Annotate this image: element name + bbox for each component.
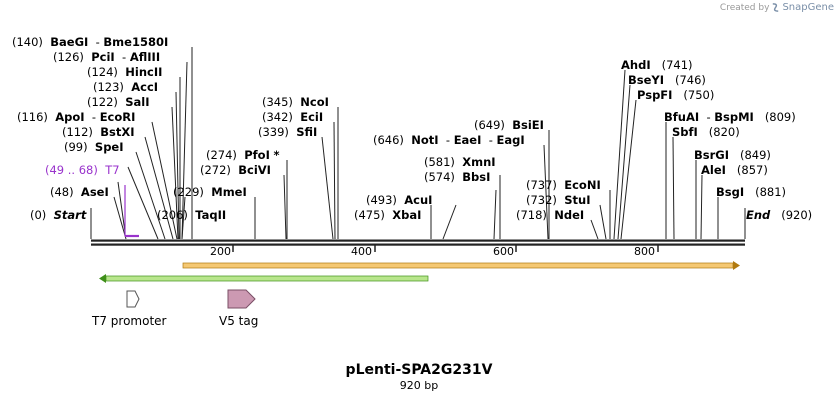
- enzyme-sbfi[interactable]: SbfI (820): [672, 125, 740, 139]
- ruler-label-200: 200: [210, 245, 231, 258]
- enzyme-ndei[interactable]: (718) NdeI: [516, 208, 585, 222]
- enzyme-apoi[interactable]: (116) ApoI - EcoRI: [17, 110, 136, 124]
- enzyme-bsgi[interactable]: BsgI (881): [716, 185, 787, 199]
- enzyme-asei[interactable]: (48) AseI: [50, 185, 109, 199]
- enzyme-sali[interactable]: (122) SalI: [87, 95, 150, 109]
- snapgene-credit: Created by SnapGene: [720, 2, 834, 13]
- dna-top-strand: [91, 239, 745, 242]
- enzyme-hincii[interactable]: (124) HincII: [87, 65, 163, 79]
- enzyme-mmei[interactable]: (229) MmeI: [173, 185, 247, 199]
- ruler-ticks: [232, 245, 659, 252]
- plasmid-length: 920 bp: [399, 379, 439, 392]
- enzyme-ecii[interactable]: (342) EciI: [262, 110, 324, 124]
- enzyme-acui[interactable]: (493) AcuI: [366, 193, 433, 207]
- enzyme-spei[interactable]: (99) SpeI: [64, 140, 124, 154]
- ruler-label-800: 800: [634, 245, 655, 258]
- enzyme-alei[interactable]: AleI (857): [701, 163, 768, 177]
- sequence-end: End (920): [746, 208, 813, 222]
- orf-reverse[interactable]: [99, 274, 429, 283]
- enzyme-ahdi[interactable]: AhdI (741): [621, 58, 693, 72]
- enzyme-pspfi[interactable]: PspFI (750): [637, 88, 715, 102]
- enzyme-ncoi[interactable]: (345) NcoI: [262, 95, 329, 109]
- dna-bottom-strand: [91, 243, 745, 246]
- enzyme-stui[interactable]: (732) StuI: [526, 193, 591, 207]
- credit-text: Created by: [719, 2, 770, 13]
- enzyme-pfoi[interactable]: (274) PfoI *: [206, 148, 280, 162]
- feature-v5-tag-label[interactable]: V5 tag: [219, 314, 259, 328]
- credit-brand: SnapGene: [782, 2, 834, 13]
- feature-t7-promoter-arrow[interactable]: [126, 290, 140, 308]
- feature-t7-promoter-label[interactable]: T7 promoter: [92, 314, 167, 328]
- enzyme-bseyi[interactable]: BseYI (746): [628, 73, 706, 87]
- enzyme-taqii[interactable]: (206) TaqII: [157, 208, 227, 222]
- enzyme-bbsi[interactable]: (574) BbsI: [424, 170, 491, 184]
- enzyme-bstxi[interactable]: (112) BstXI: [62, 125, 135, 139]
- enzyme-noti[interactable]: (646) NotI - EaeI - EagI: [373, 133, 525, 147]
- enzyme-acci[interactable]: (123) AccI: [93, 80, 159, 94]
- orf-forward[interactable]: [182, 261, 740, 270]
- primer-t7-label[interactable]: (49 .. 68) T7: [45, 163, 120, 177]
- enzyme-connectors: [90, 47, 746, 240]
- enzyme-bfuai[interactable]: BfuAI - BspMI (809): [664, 110, 796, 124]
- ruler-label-400: 400: [351, 245, 372, 258]
- snapgene-logo-icon: [773, 3, 779, 12]
- enzyme-xbai[interactable]: (475) XbaI: [354, 208, 422, 222]
- ruler-label-600: 600: [493, 245, 514, 258]
- enzyme-sfii[interactable]: (339) SfiI: [258, 125, 318, 139]
- sequence-start: (0) Start: [30, 208, 87, 222]
- plasmid-name: pLenti-SPA2G231V: [345, 362, 493, 378]
- enzyme-econi[interactable]: (737) EcoNI: [526, 178, 601, 192]
- enzyme-baegi[interactable]: (140) BaeGI - Bme1580I: [12, 35, 169, 49]
- feature-v5-tag-arrow[interactable]: [227, 289, 256, 309]
- enzyme-xmni[interactable]: (581) XmnI: [424, 155, 496, 169]
- enzyme-pcii[interactable]: (126) PciI - AflIII: [53, 50, 161, 64]
- enzyme-bcivi[interactable]: (272) BciVI: [200, 163, 271, 177]
- enzyme-bsrgi[interactable]: BsrGI (849): [694, 148, 771, 162]
- enzyme-bsiei[interactable]: (649) BsiEI: [474, 118, 544, 132]
